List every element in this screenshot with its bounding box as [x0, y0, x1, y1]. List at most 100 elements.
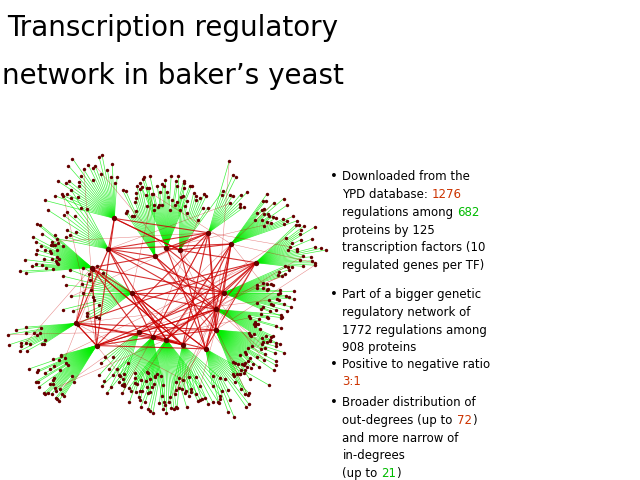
Point: [248, 360, 258, 367]
Point: [140, 398, 150, 406]
Point: [141, 184, 152, 192]
Point: [74, 182, 84, 190]
Point: [255, 310, 266, 318]
Point: [135, 180, 145, 187]
Point: [43, 390, 53, 397]
Point: [97, 383, 107, 390]
Point: [78, 264, 88, 272]
Point: [271, 343, 281, 350]
Point: [253, 315, 264, 323]
Point: [58, 242, 68, 250]
Point: [260, 350, 270, 358]
Point: [52, 261, 63, 268]
Point: [225, 191, 236, 198]
Point: [110, 180, 120, 187]
Point: [244, 312, 255, 320]
Point: [109, 215, 120, 222]
Point: [174, 374, 184, 382]
Point: [215, 374, 225, 382]
Point: [157, 180, 167, 188]
Point: [49, 374, 59, 382]
Point: [252, 299, 262, 307]
Point: [196, 395, 207, 403]
Point: [220, 375, 230, 383]
Text: •: •: [330, 358, 337, 371]
Point: [255, 325, 265, 333]
Point: [48, 356, 58, 363]
Point: [161, 244, 172, 252]
Point: [150, 373, 161, 381]
Point: [86, 264, 97, 272]
Point: [292, 245, 302, 252]
Point: [63, 162, 74, 169]
Text: 908 proteins: 908 proteins: [342, 341, 417, 354]
Point: [282, 307, 292, 314]
Point: [179, 202, 189, 210]
Point: [232, 371, 242, 378]
Point: [217, 191, 227, 199]
Point: [191, 197, 202, 204]
Point: [243, 344, 253, 351]
Point: [118, 383, 129, 390]
Point: [147, 333, 157, 341]
Point: [271, 339, 282, 347]
Point: [31, 220, 42, 228]
Point: [184, 373, 195, 381]
Point: [156, 372, 166, 380]
Point: [271, 357, 281, 365]
Text: Positive to negative ratio: Positive to negative ratio: [342, 358, 490, 371]
Point: [246, 332, 256, 339]
Point: [52, 259, 62, 266]
Text: in-degrees: in-degrees: [342, 449, 405, 462]
Point: [214, 399, 224, 407]
Point: [32, 369, 42, 376]
Point: [16, 339, 26, 347]
Point: [102, 389, 112, 397]
Point: [252, 320, 262, 328]
Point: [233, 360, 243, 368]
Point: [149, 206, 159, 214]
Point: [184, 393, 195, 400]
Text: proteins by 125: proteins by 125: [342, 224, 435, 237]
Point: [21, 329, 31, 337]
Point: [273, 268, 284, 276]
Point: [178, 192, 188, 199]
Point: [57, 191, 67, 198]
Point: [49, 231, 60, 239]
Point: [292, 217, 303, 225]
Point: [40, 196, 50, 204]
Point: [36, 242, 47, 250]
Point: [252, 209, 262, 217]
Point: [118, 381, 129, 388]
Point: [117, 389, 127, 397]
Point: [247, 343, 257, 350]
Point: [76, 204, 86, 212]
Text: network in baker’s yeast: network in baker’s yeast: [2, 62, 344, 90]
Point: [236, 367, 246, 374]
Point: [291, 221, 301, 228]
Point: [134, 328, 144, 336]
Point: [67, 372, 77, 380]
Point: [260, 197, 271, 204]
Point: [67, 292, 77, 300]
Point: [230, 378, 240, 386]
Point: [257, 303, 268, 311]
Point: [266, 300, 276, 308]
Point: [241, 403, 252, 411]
Point: [256, 305, 266, 313]
Point: [65, 231, 75, 239]
Point: [61, 233, 72, 241]
Point: [180, 389, 190, 396]
Point: [271, 322, 282, 329]
Point: [273, 290, 283, 298]
Point: [35, 221, 45, 228]
Point: [171, 403, 181, 411]
Point: [106, 383, 116, 391]
Point: [171, 386, 181, 394]
Point: [64, 177, 74, 184]
Point: [321, 246, 331, 254]
Point: [263, 285, 273, 292]
Point: [52, 247, 62, 254]
Point: [287, 263, 298, 271]
Point: [131, 207, 141, 215]
